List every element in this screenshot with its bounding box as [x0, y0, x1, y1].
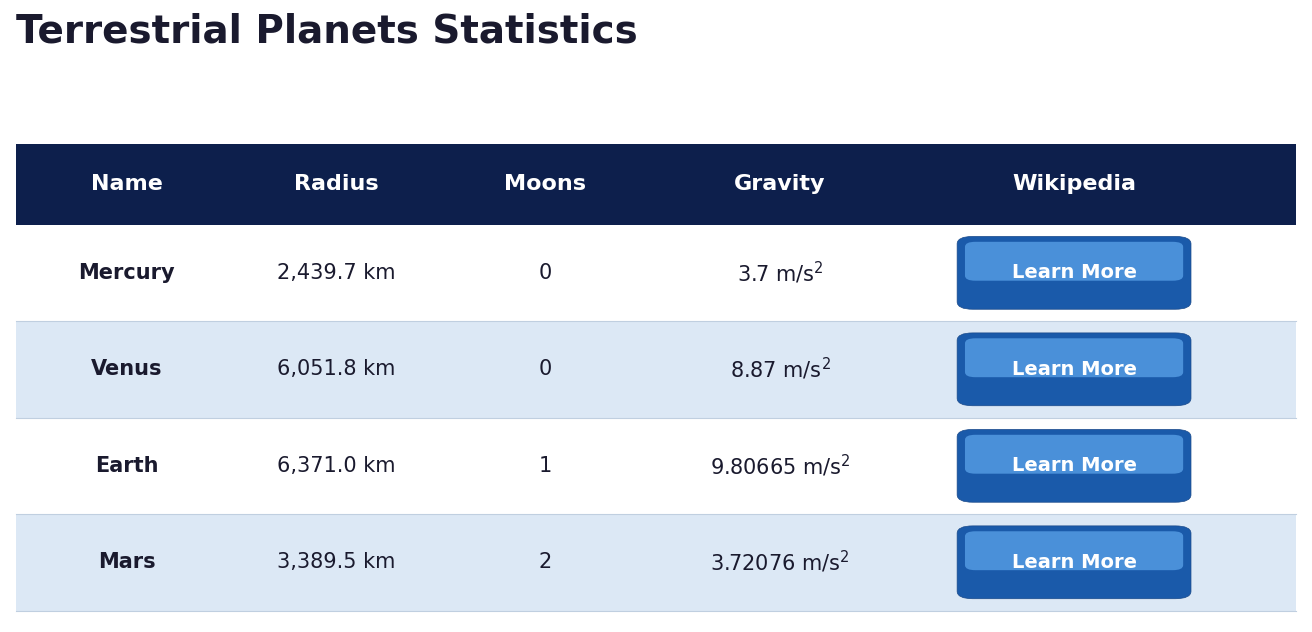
FancyBboxPatch shape: [16, 321, 1296, 418]
FancyBboxPatch shape: [958, 236, 1191, 309]
Text: 3,389.5 km: 3,389.5 km: [277, 552, 395, 573]
FancyBboxPatch shape: [16, 418, 1296, 514]
Text: Mars: Mars: [98, 552, 156, 573]
Text: Radius: Radius: [294, 174, 378, 194]
Text: 0: 0: [538, 360, 551, 379]
Text: 2,439.7 km: 2,439.7 km: [277, 263, 395, 283]
Text: Venus: Venus: [91, 360, 163, 379]
Text: 3.7 m/s$^2$: 3.7 m/s$^2$: [737, 260, 824, 286]
Text: Terrestrial Planets Statistics: Terrestrial Planets Statistics: [16, 12, 638, 51]
Text: 9.80665 m/s$^2$: 9.80665 m/s$^2$: [710, 453, 850, 479]
Text: 3.72076 m/s$^2$: 3.72076 m/s$^2$: [710, 549, 850, 575]
FancyBboxPatch shape: [16, 224, 1296, 321]
Text: 0: 0: [538, 263, 551, 283]
Text: Earth: Earth: [96, 456, 159, 476]
FancyBboxPatch shape: [958, 526, 1191, 599]
Text: Mercury: Mercury: [79, 263, 176, 283]
Text: 8.87 m/s$^2$: 8.87 m/s$^2$: [729, 356, 830, 382]
Text: 2: 2: [538, 552, 551, 573]
FancyBboxPatch shape: [16, 143, 1296, 224]
Text: 1: 1: [538, 456, 551, 476]
FancyBboxPatch shape: [964, 338, 1183, 377]
Text: Moons: Moons: [504, 174, 586, 194]
Text: 6,051.8 km: 6,051.8 km: [277, 360, 395, 379]
Text: Name: Name: [91, 174, 163, 194]
Text: 6,371.0 km: 6,371.0 km: [277, 456, 395, 476]
Text: Learn More: Learn More: [1012, 456, 1136, 475]
FancyBboxPatch shape: [964, 242, 1183, 281]
Text: Learn More: Learn More: [1012, 553, 1136, 572]
Text: Learn More: Learn More: [1012, 264, 1136, 283]
FancyBboxPatch shape: [964, 435, 1183, 474]
Text: Wikipedia: Wikipedia: [1012, 174, 1136, 194]
FancyBboxPatch shape: [964, 532, 1183, 570]
Text: Learn More: Learn More: [1012, 360, 1136, 379]
FancyBboxPatch shape: [958, 429, 1191, 502]
FancyBboxPatch shape: [958, 333, 1191, 406]
Text: Gravity: Gravity: [735, 174, 825, 194]
FancyBboxPatch shape: [16, 514, 1296, 611]
